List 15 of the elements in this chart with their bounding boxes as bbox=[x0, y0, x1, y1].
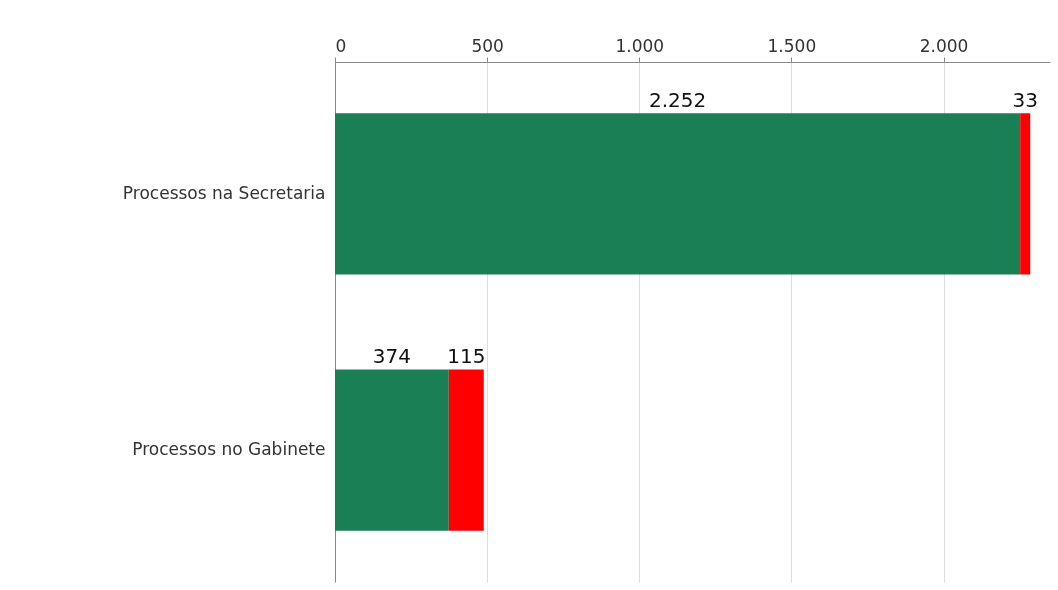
x-tick-label: 1.000 bbox=[615, 35, 665, 56]
bar bbox=[1020, 113, 1031, 275]
x-tick-label: 0 bbox=[335, 35, 347, 56]
data-label: 374 bbox=[372, 344, 411, 369]
data-label: 2.252 bbox=[648, 88, 707, 113]
x-tick-label: 500 bbox=[471, 35, 504, 56]
x-tick-label: 2.000 bbox=[919, 35, 969, 56]
x-tick-label: 1.500 bbox=[767, 35, 817, 56]
bar bbox=[448, 369, 484, 531]
y-tick-label: Processos na Secretaria bbox=[122, 182, 326, 203]
y-tick-label: Processos no Gabinete bbox=[132, 439, 326, 460]
data-label: 115 bbox=[447, 344, 486, 369]
data-label: 33 bbox=[1012, 88, 1038, 113]
bar bbox=[335, 113, 1021, 275]
bar bbox=[335, 369, 449, 531]
